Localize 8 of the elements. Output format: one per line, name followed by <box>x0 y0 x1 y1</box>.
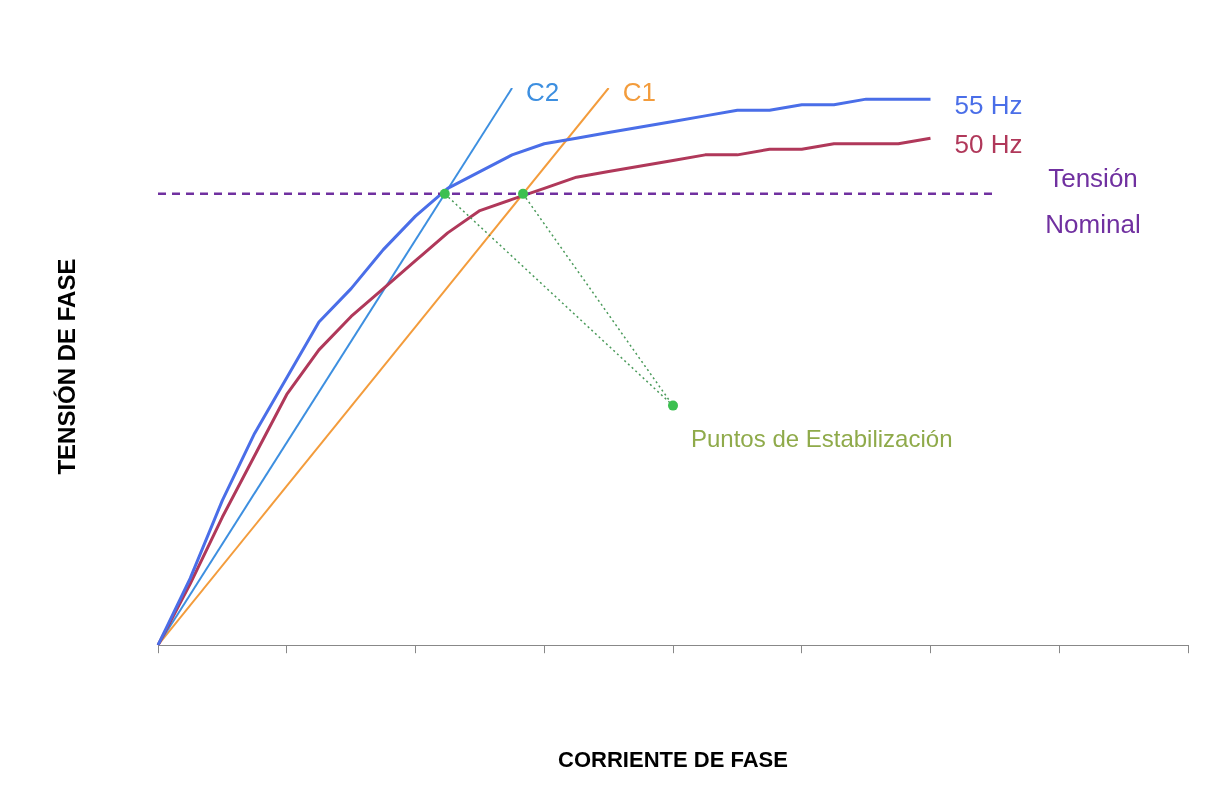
series-label: 50 Hz <box>954 129 1023 160</box>
annotation: Puntos de Estabilización <box>691 425 953 453</box>
y-axis-title: TENSIÓN DE FASE <box>52 258 80 475</box>
series-label: C1 <box>622 77 656 108</box>
x-axis-title: CORRIENTE DE FASE <box>558 746 788 772</box>
series-label: 55 Hz <box>954 90 1023 121</box>
ref-line-label: Tensión Nominal <box>1045 163 1141 240</box>
series-label: C2 <box>526 77 560 108</box>
